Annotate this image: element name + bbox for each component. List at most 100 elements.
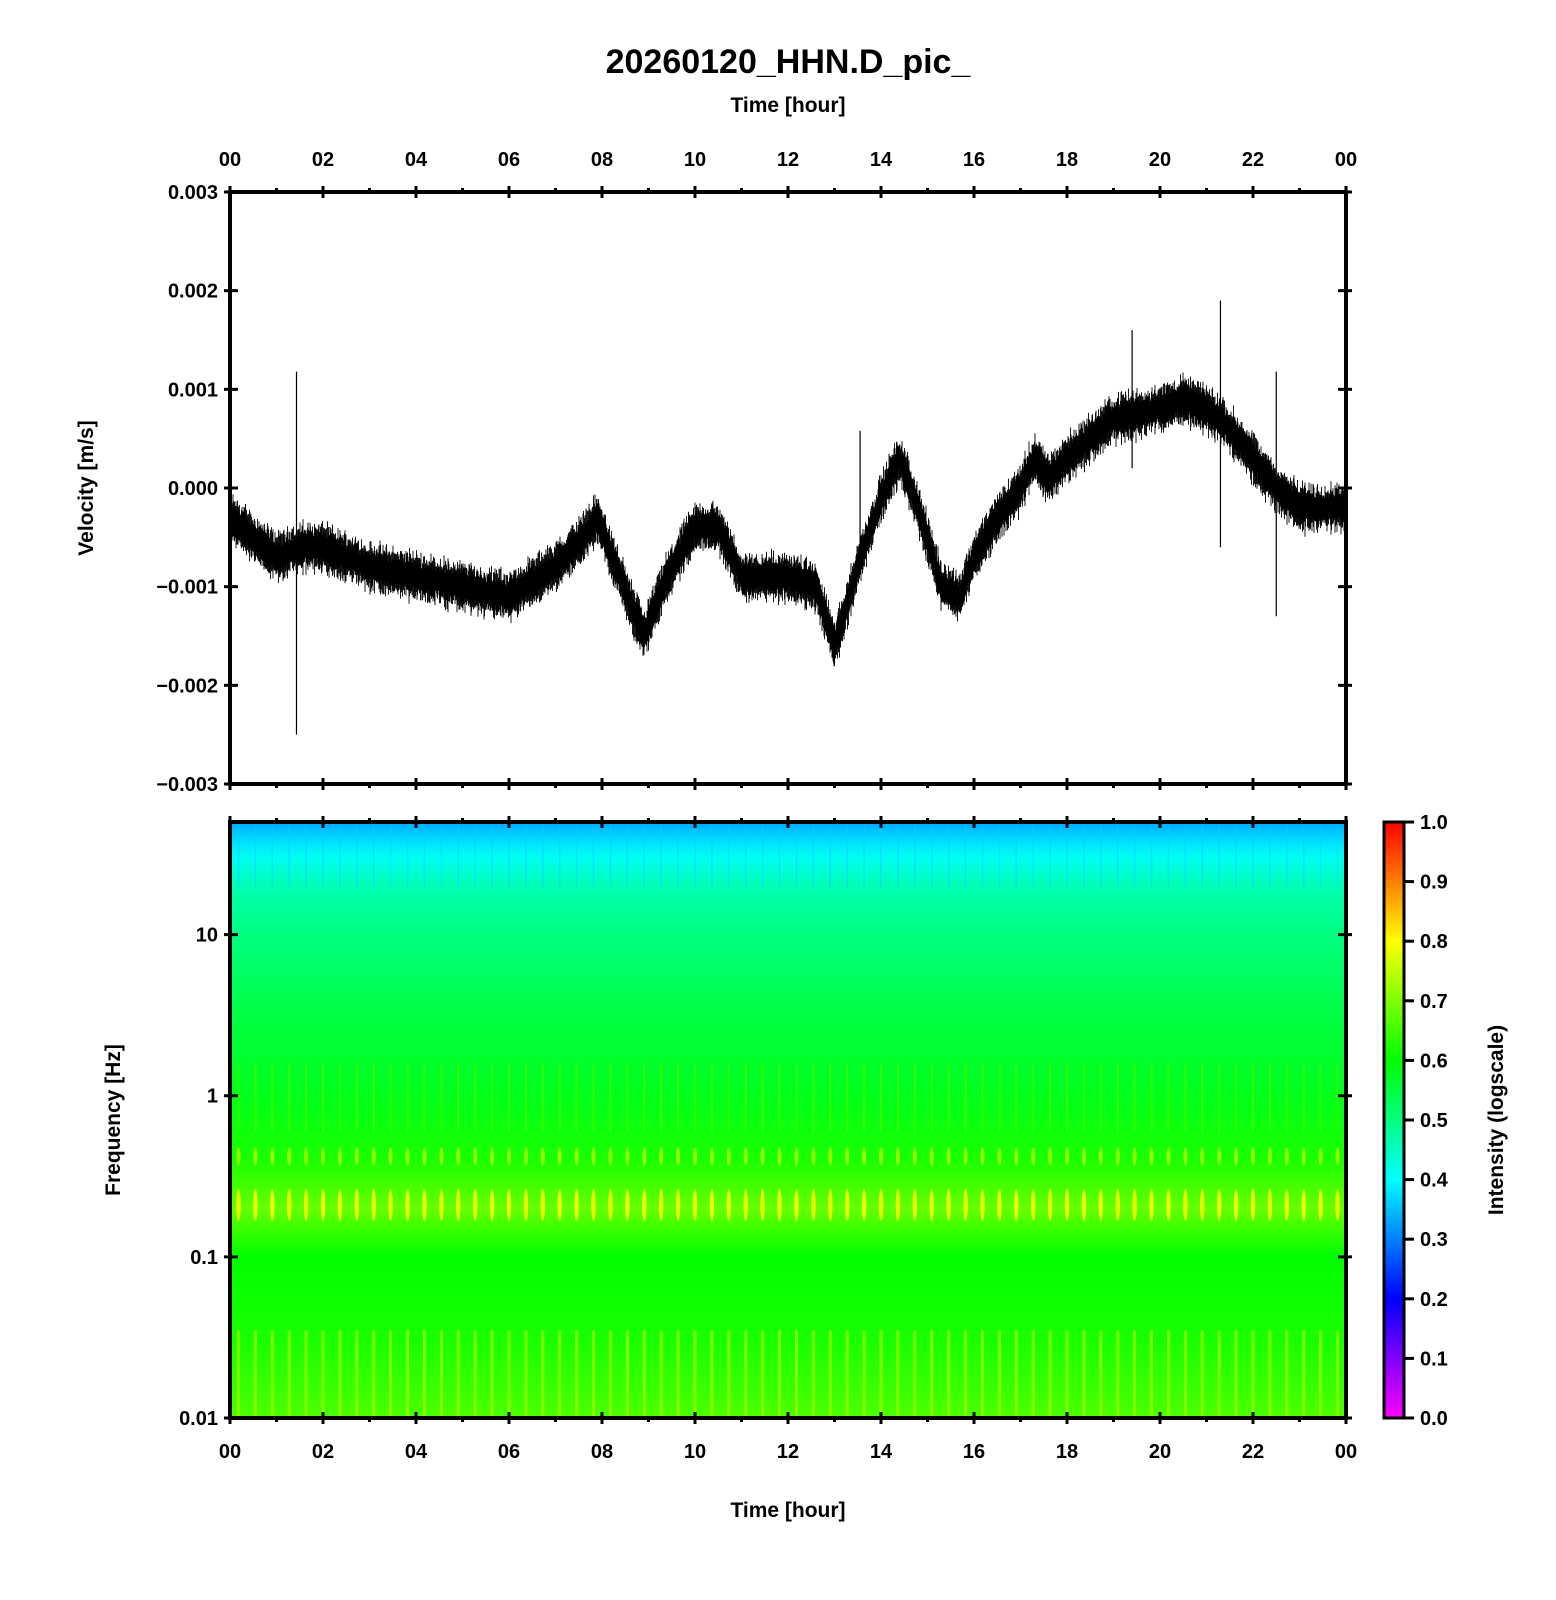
spectrogram-column-peak xyxy=(726,1147,731,1166)
velocity-x-tick-label: 08 xyxy=(591,149,613,171)
spectrogram-column-peak xyxy=(473,1147,478,1166)
spectrogram-column-band xyxy=(846,824,848,889)
spectrogram-column-band xyxy=(339,824,341,889)
velocity-y-tick-label: 0.000 xyxy=(168,478,218,500)
spectrogram-column-band xyxy=(1285,1330,1289,1418)
spectrogram-column-band xyxy=(642,1330,646,1418)
spectrogram-column-band xyxy=(1167,1062,1170,1132)
spectrogram-x-tick-label: 04 xyxy=(405,1441,428,1463)
colorbar-tick-label: 0.1 xyxy=(1420,1348,1448,1370)
spectrogram-column-peak xyxy=(557,1147,562,1166)
colorbar-tick-label: 1.0 xyxy=(1420,812,1448,834)
spectrogram-column-band xyxy=(592,1062,595,1132)
velocity-x-tick-label: 00 xyxy=(219,149,241,171)
spectrogram-column-band xyxy=(525,824,527,889)
spectrogram-column-band xyxy=(1319,1062,1322,1132)
spectrogram-y-ticks: 10 1 0.1 0.01 xyxy=(179,925,1352,1430)
spectrogram-column-peak xyxy=(1301,1147,1306,1166)
velocity-x-tick-label: 16 xyxy=(963,149,985,171)
spectrogram-column-band xyxy=(271,1062,274,1132)
spectrogram-column-peak xyxy=(388,1147,393,1166)
spectrogram-column-band xyxy=(389,824,392,889)
spectrogram-x-tick-label: 00 xyxy=(1335,1441,1357,1463)
spectrogram-column-peak xyxy=(794,1189,799,1221)
spectrogram-column-band xyxy=(710,1062,713,1132)
spectrogram-column-band xyxy=(423,1330,426,1418)
velocity-x-tick-label: 12 xyxy=(777,149,799,171)
spectrogram-column-peak xyxy=(1149,1147,1154,1166)
spectrogram-column-peak xyxy=(1098,1147,1103,1166)
spectrogram-column-band xyxy=(829,1062,832,1132)
velocity-panel-frame xyxy=(228,190,1348,786)
spectrogram-column-band xyxy=(491,824,493,889)
velocity-x-tick-label: 02 xyxy=(312,149,334,171)
spectrogram-column-band xyxy=(964,1062,967,1132)
spectrogram-column-peak xyxy=(1166,1147,1171,1166)
spectrogram-column-band xyxy=(981,1062,984,1132)
velocity-x-tick-label: 00 xyxy=(1335,149,1357,171)
spectrogram-x-tick-label: 10 xyxy=(684,1441,706,1463)
spectrogram-column-band xyxy=(981,1330,984,1418)
spectrogram-column-band xyxy=(863,1062,866,1132)
spectrogram-column-band xyxy=(930,1330,934,1418)
spectrogram-column-peak xyxy=(659,1189,664,1221)
spectrogram-column-peak xyxy=(1250,1189,1256,1221)
spectrogram-column-band xyxy=(761,824,764,889)
velocity-x-tick-label: 20 xyxy=(1149,149,1171,171)
spectrogram-column-band xyxy=(1133,1062,1136,1132)
spectrogram-column-peak xyxy=(574,1147,579,1166)
spectrogram-x-tick-label: 14 xyxy=(870,1441,893,1463)
spectrogram-column-peak xyxy=(1183,1189,1188,1221)
spectrogram-column-peak xyxy=(304,1147,309,1166)
spectrogram-x-tick-label: 20 xyxy=(1149,1441,1171,1463)
spectrogram-column-peak xyxy=(1318,1189,1323,1221)
velocity-y-tick-label: 0.002 xyxy=(168,281,218,303)
spectrogram-column-peak xyxy=(777,1189,782,1221)
spectrogram-column-band xyxy=(1268,1062,1271,1132)
spectrogram-column-band xyxy=(457,1062,460,1132)
spectrogram-column-band xyxy=(423,1062,426,1132)
spectrogram-column-peak xyxy=(591,1189,596,1221)
chart-title: 20260120_HHN.D_pic_ xyxy=(606,43,972,81)
spectrogram-column-peak xyxy=(760,1147,765,1166)
spectrogram-column-band xyxy=(1133,824,1136,889)
spectrogram-x-tick-label: 16 xyxy=(963,1441,985,1463)
spectrogram-column-band xyxy=(1269,824,1271,889)
spectrogram-column-peak xyxy=(1048,1147,1053,1166)
spectrogram-column-band xyxy=(778,1330,781,1418)
spectrogram-column-band xyxy=(1302,1062,1305,1132)
spectrogram-column-band xyxy=(862,1330,866,1418)
spectrogram-column-peak xyxy=(675,1189,681,1221)
spectrogram-column-band xyxy=(1217,1330,1221,1418)
spectrogram-x-tick-label: 08 xyxy=(591,1441,613,1463)
spectrogram-column-peak xyxy=(980,1189,985,1221)
spectrogram-column-band xyxy=(1183,1330,1187,1418)
spectrogram-column-peak xyxy=(507,1147,511,1166)
spectrogram-column-peak xyxy=(1335,1147,1340,1166)
spectrogram-column-band xyxy=(609,1330,612,1418)
spectrogram-column-band xyxy=(1336,1062,1339,1132)
spectrogram-y-tick-label: 0.01 xyxy=(179,1408,218,1430)
spectrogram-x-tick-label: 18 xyxy=(1056,1441,1078,1463)
spectrogram-column-band xyxy=(1015,1062,1018,1132)
spectrogram-column-peak xyxy=(337,1147,342,1166)
spectrogram-column-peak xyxy=(320,1189,326,1221)
spectrogram-column-peak xyxy=(929,1189,934,1221)
spectrogram-column-band xyxy=(727,1062,730,1132)
spectrogram-column-peak xyxy=(963,1189,968,1221)
spectrogram-column-peak xyxy=(490,1147,495,1166)
spectrogram-column-peak xyxy=(845,1189,850,1221)
spectrogram-column-peak xyxy=(1081,1189,1087,1221)
spectrogram-column-band xyxy=(1066,1062,1068,1132)
spectrogram-column-peak xyxy=(456,1147,461,1166)
spectrogram-column-peak xyxy=(523,1147,528,1166)
spectrogram-column-peak xyxy=(743,1147,748,1166)
spectrogram-column-peak xyxy=(1014,1189,1019,1221)
spectrogram-column-peak xyxy=(1065,1147,1069,1166)
spectrogram-column-peak xyxy=(236,1147,241,1166)
spectrogram-column-peak xyxy=(1318,1147,1323,1166)
spectrogram-column-peak xyxy=(879,1147,883,1166)
spectrogram-column-band xyxy=(914,824,916,889)
spectrogram-column-band xyxy=(728,824,730,889)
spectrogram-column-peak xyxy=(861,1189,867,1221)
